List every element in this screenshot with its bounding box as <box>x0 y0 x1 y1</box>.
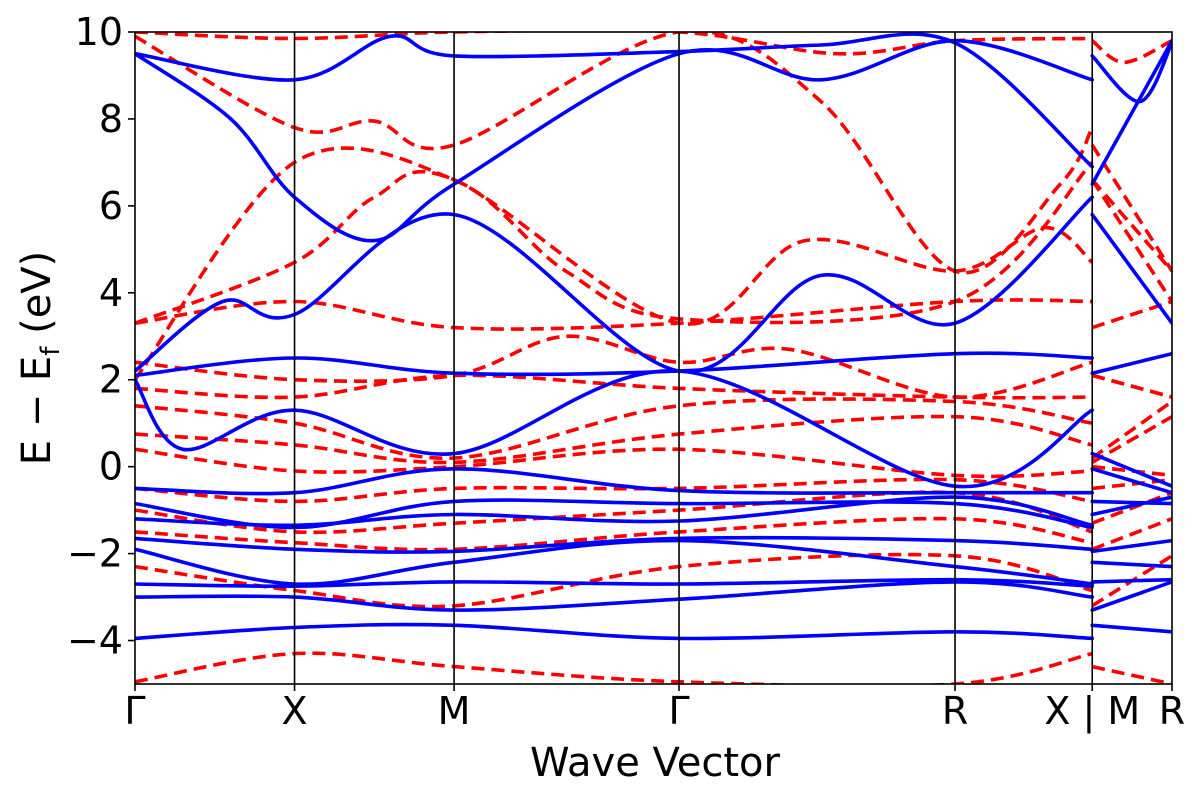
blue-band-5 <box>135 535 1172 554</box>
y-axis-title-main: E − E <box>14 356 60 466</box>
y-tick-label: 10 <box>75 10 123 54</box>
x-tick-label: X | M <box>1044 689 1140 734</box>
y-axis-title: E − Ef (eV) <box>14 251 66 466</box>
x-tick-label: M <box>438 689 471 733</box>
y-tick-label: 8 <box>99 97 123 141</box>
x-tick-label: X <box>282 689 308 733</box>
y-axis-title-unit: (eV) <box>14 251 60 334</box>
x-tick-label: Γ <box>124 689 145 733</box>
red-band-14 <box>135 32 1172 275</box>
x-axis-title: Wave Vector <box>530 740 781 786</box>
y-tick-label: 2 <box>99 358 123 402</box>
red-band-10 <box>135 334 1172 399</box>
blue-band-12 <box>135 38 1172 243</box>
y-tick-label: 0 <box>99 445 123 489</box>
y-tick-label: 6 <box>99 184 123 228</box>
blue-band-series <box>135 32 1172 641</box>
x-tick-label: R <box>942 689 968 733</box>
blue-band-4 <box>135 538 1172 586</box>
y-axis-title-space <box>14 334 60 347</box>
blue-band-11 <box>135 195 1172 374</box>
blue-band-1 <box>135 622 1172 641</box>
x-axis-ticks: Γ X M Γ R X | M R <box>124 684 1185 734</box>
x-tick-label: R <box>1159 689 1185 733</box>
y-tick-label: −4 <box>67 619 123 663</box>
x-tick-label: Γ <box>668 689 689 733</box>
red-band-15 <box>135 32 1172 65</box>
y-axis-title-subscript: f <box>36 346 66 356</box>
kpoint-lines <box>293 32 1094 684</box>
red-band-7 <box>135 414 1172 465</box>
y-axis-ticks: −4 −2 0 2 4 6 8 10 <box>67 10 135 663</box>
y-tick-label: −2 <box>67 532 123 576</box>
y-tick-label: 4 <box>99 271 123 315</box>
plot-frame <box>134 31 1173 685</box>
red-band-1 <box>135 651 1172 684</box>
